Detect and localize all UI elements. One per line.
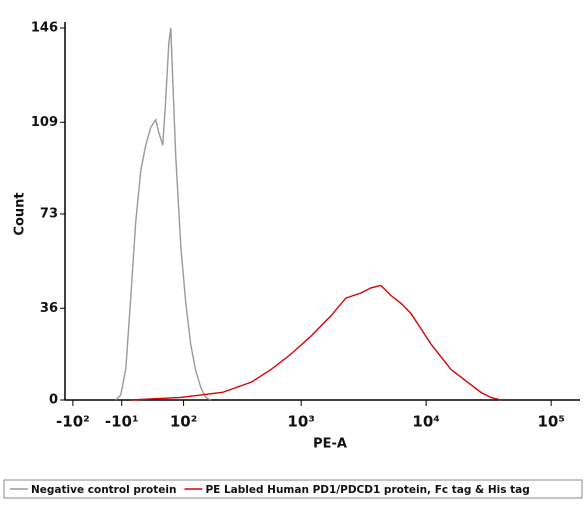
y-tick-label: 146: [31, 21, 58, 36]
y-tick-label: 36: [40, 301, 58, 316]
y-axis-label: Count: [13, 192, 28, 235]
y-tick-label: 73: [40, 207, 58, 222]
x-tick-label: 10²: [170, 413, 197, 431]
series-line: [115, 27, 211, 401]
x-tick-label: -10¹: [105, 413, 139, 431]
legend-label: Negative control protein: [31, 484, 176, 496]
x-tick-label: -10²: [56, 413, 90, 431]
legend-label: PE Labled Human PD1/PDCD1 protein, Fc ta…: [205, 484, 529, 496]
legend-box: [3, 479, 583, 499]
y-tick-label: 109: [31, 115, 58, 130]
y-tick-label: 0: [49, 393, 58, 408]
x-axis-label: PE-A: [313, 437, 347, 452]
x-tick-label: 10³: [287, 413, 314, 431]
x-tick-label: 10⁵: [537, 413, 564, 431]
series-line: [130, 284, 502, 401]
x-tick-label: 10⁴: [412, 413, 439, 431]
